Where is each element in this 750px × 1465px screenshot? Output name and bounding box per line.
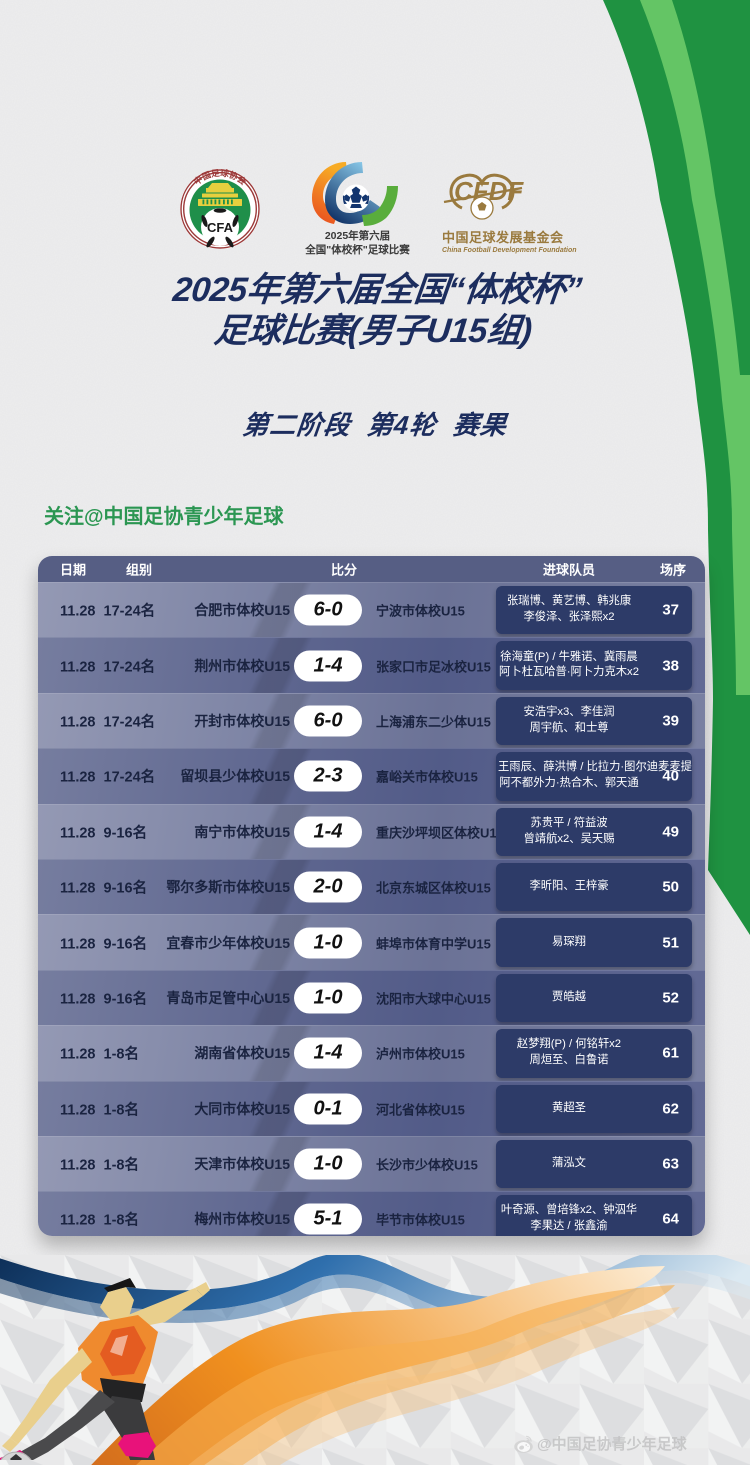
svg-text:CFA: CFA xyxy=(207,220,234,235)
